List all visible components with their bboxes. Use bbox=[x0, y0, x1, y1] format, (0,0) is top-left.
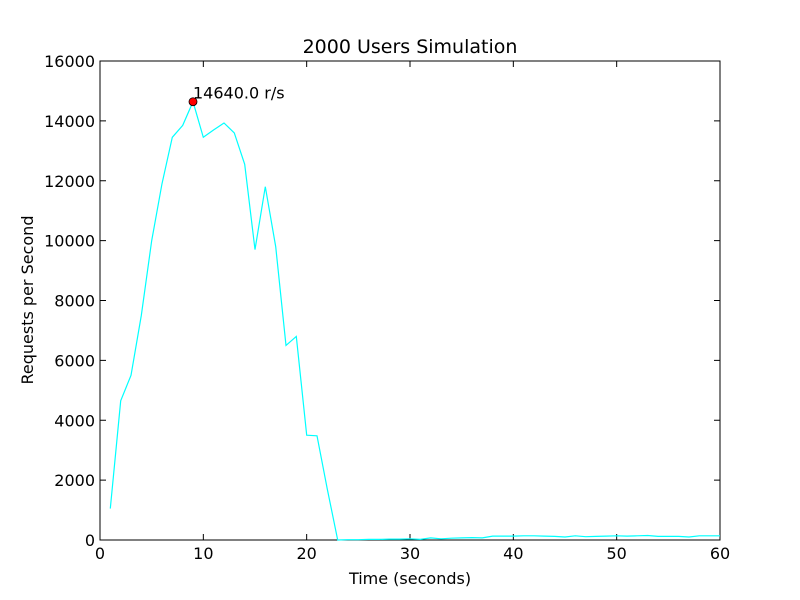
x-tick-label: 0 bbox=[95, 544, 105, 563]
y-tick-label: 16000 bbox=[44, 52, 95, 71]
plot-frame bbox=[99, 60, 721, 541]
x-tick-label: 30 bbox=[400, 544, 420, 563]
y-tick-label: 10000 bbox=[44, 232, 95, 251]
y-axis-label: Requests per Second bbox=[18, 216, 37, 385]
y-tick-label: 14000 bbox=[44, 112, 95, 131]
peak-marker bbox=[188, 97, 198, 107]
peak-annotation: 14640.0 r/s bbox=[193, 84, 285, 103]
x-tick-label: 40 bbox=[503, 544, 523, 563]
y-tick-label: 6000 bbox=[54, 351, 95, 370]
series-line bbox=[109, 99, 720, 541]
y-tick-label: 4000 bbox=[54, 411, 95, 430]
y-tick-label: 8000 bbox=[54, 292, 95, 311]
x-tick-label: 50 bbox=[606, 544, 626, 563]
x-tick-label: 60 bbox=[710, 544, 730, 563]
x-tick-label: 10 bbox=[193, 544, 213, 563]
y-tick-label: 2000 bbox=[54, 471, 95, 490]
y-tick-label: 12000 bbox=[44, 172, 95, 191]
chart-title: 2000 Users Simulation bbox=[303, 36, 518, 58]
x-axis-label: Time (seconds) bbox=[348, 569, 471, 588]
x-tick-label: 20 bbox=[296, 544, 316, 563]
y-tick-label: 0 bbox=[85, 531, 95, 550]
axis-ticks: 0 10 20 30 40 50 60 0 2000 4000 6000 8000 10000 12000… bbox=[44, 52, 730, 563]
